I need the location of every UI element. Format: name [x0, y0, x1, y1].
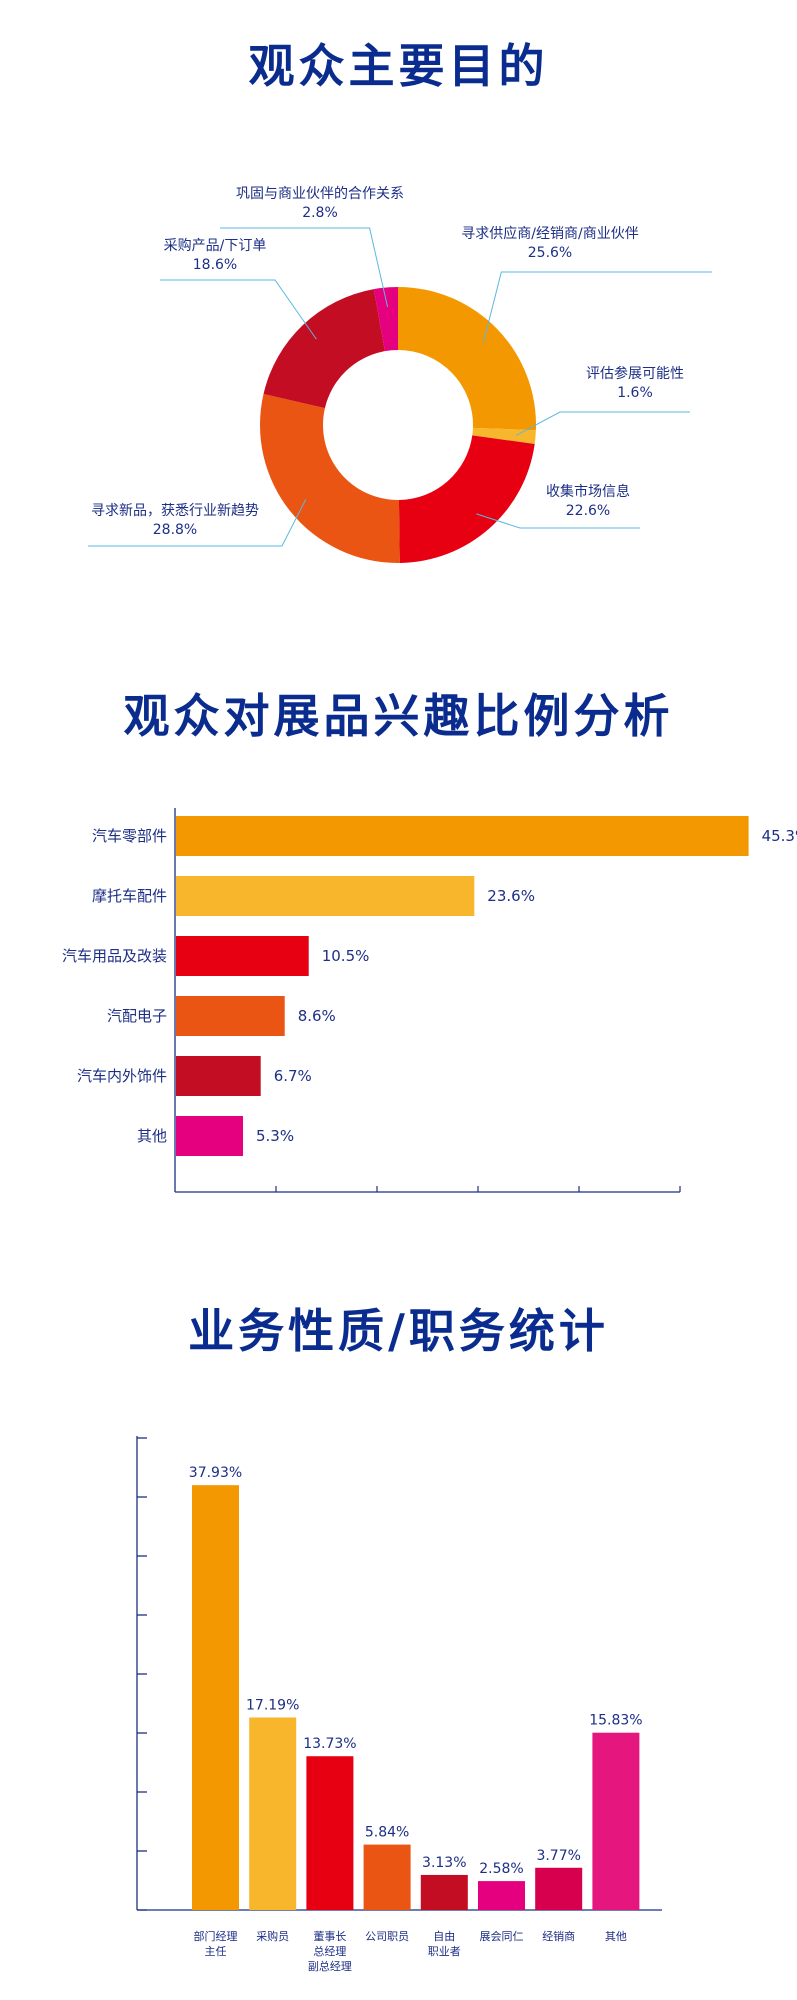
hbar-category-label: 其他 — [137, 1127, 167, 1145]
hbar-value-label: 45.3% — [762, 827, 797, 845]
hbar-bar — [176, 996, 285, 1036]
vbar-bar — [306, 1756, 354, 1910]
vbar-bar — [363, 1844, 411, 1910]
vbar-category-label: 其他 — [605, 1930, 627, 1943]
pie-slice-label: 评估参展可能性 — [586, 365, 684, 382]
pie-slice-label: 寻求供应商/经销商/商业伙伴 — [461, 225, 638, 242]
pie-leader-line — [476, 513, 640, 529]
vbar-value-label: 15.83% — [589, 1713, 642, 1729]
vbar-bar — [192, 1485, 239, 1910]
pie-slice-value: 25.6% — [528, 245, 572, 261]
hbar-bar — [176, 876, 475, 916]
pie-slice-label: 采购产品/下订单 — [164, 238, 267, 254]
pie-slice — [259, 394, 400, 563]
pie-slice — [472, 427, 536, 445]
pie-leader-line — [88, 499, 307, 547]
pie-leader-line — [515, 411, 690, 436]
pie-slice-value: 1.6% — [617, 385, 653, 401]
vbar-value-label: 13.73% — [303, 1736, 356, 1752]
hbar-bar — [176, 1116, 243, 1156]
hbar-category-label: 汽车内外饰件 — [77, 1067, 167, 1085]
hbar-bar — [176, 1056, 261, 1096]
title-exhibit-interest: 观众对展品兴趣比例分析 — [123, 689, 674, 743]
pie-slice-value: 28.8% — [153, 522, 197, 538]
vbar-category-label: 自由 — [433, 1929, 455, 1943]
pie-slice — [263, 289, 385, 409]
hbar-value-label: 8.6% — [298, 1007, 336, 1025]
hbar-chart-exhibit-interest: 汽车零部件 45.3% 摩托车配件 23.6% 汽车用品及改装 10.5% 汽配电子 8.6%… — [62, 808, 797, 1193]
hbar-value-label: 23.6% — [487, 887, 535, 905]
vbar-category-label: 董事长 — [313, 1930, 346, 1943]
pie-slice-label: 巩固与商业伙伴的合作关系 — [236, 186, 404, 202]
vbar-bar — [420, 1874, 468, 1910]
title-audience-purpose: 观众主要目的 — [248, 39, 549, 93]
hbar-bar — [176, 936, 309, 976]
hbar-category-label: 汽车用品及改装 — [62, 947, 167, 965]
vbar-category-label: 主任 — [205, 1945, 227, 1958]
vbar-category-label: 公司职员 — [365, 1930, 409, 1943]
hbar-category-label: 摩托车配件 — [92, 887, 167, 905]
vbar-value-label: 3.13% — [422, 1855, 466, 1871]
pie-slice-value: 22.6% — [566, 503, 610, 519]
hbar-value-label: 6.7% — [274, 1067, 312, 1085]
vbar-category-label: 展会同仁 — [480, 1930, 524, 1943]
hbar-category-label: 汽车零部件 — [92, 827, 167, 845]
pie-leader-line — [482, 271, 712, 343]
hbar-bar — [176, 816, 749, 856]
vbar-category-label: 副总经理 — [308, 1959, 352, 1973]
vbar-category-label: 总经理 — [313, 1944, 346, 1958]
pie-slice — [373, 287, 398, 352]
vbar-value-label: 17.19% — [246, 1697, 299, 1713]
vbar-value-label: 5.84% — [365, 1825, 409, 1841]
hbar-value-label: 10.5% — [322, 947, 370, 965]
vbar-bar — [478, 1881, 525, 1910]
vbar-bar — [249, 1717, 297, 1910]
pie-slice-value: 18.6% — [193, 257, 237, 273]
pie-slice-value: 2.8% — [302, 205, 338, 221]
hbar-value-label: 5.3% — [256, 1127, 294, 1145]
vbar-category-label: 职业者 — [428, 1945, 461, 1958]
pie-slice — [398, 287, 536, 431]
pie-chart-audience-purpose: 寻求供应商/经销商/商业伙伴 25.6% 评估参展可能性 1.6% 收集市场信息 22.6… — [88, 186, 712, 563]
hbar-category-label: 汽配电子 — [107, 1007, 167, 1025]
vbar-value-label: 37.93% — [189, 1465, 242, 1481]
vbar-category-label: 经销商 — [542, 1929, 575, 1943]
vbar-bar — [592, 1732, 640, 1910]
vbar-bar — [535, 1867, 583, 1910]
pie-slice — [398, 435, 535, 563]
pie-slice-label: 收集市场信息 — [546, 483, 630, 500]
vbar-value-label: 2.58% — [479, 1861, 523, 1877]
pie-leader-line — [220, 227, 389, 308]
pie-slice-label: 寻求新品，获悉行业新趋势 — [91, 503, 259, 519]
vbar-category-label: 采购员 — [256, 1929, 289, 1943]
pie-leader-line — [160, 279, 317, 340]
vbar-category-label: 部门经理 — [194, 1929, 238, 1943]
title-business-role: 业务性质/职务统计 — [188, 1304, 609, 1358]
vbar-value-label: 3.77% — [536, 1848, 580, 1864]
